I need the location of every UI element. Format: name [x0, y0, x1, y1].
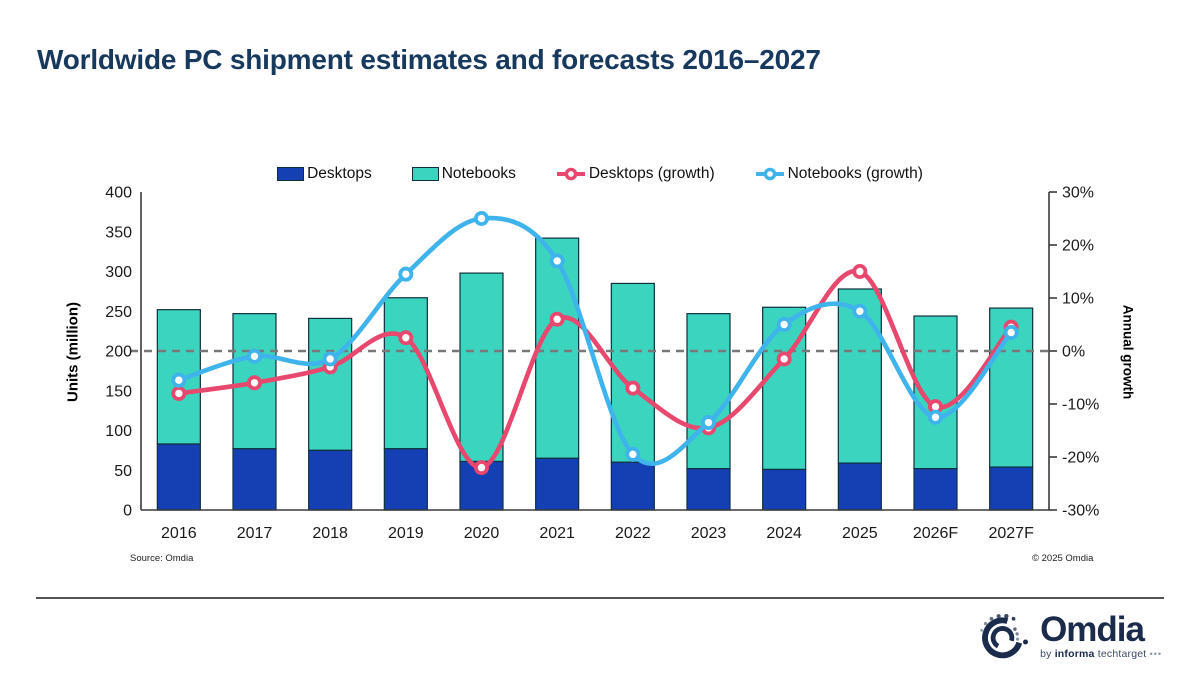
omdia-tagline: by informa techtarget •••: [1040, 648, 1162, 661]
bar-notebooks-2024: [762, 306, 807, 471]
legend-swatch-bar: [411, 167, 439, 181]
marker-desktops-growth-2019: [398, 330, 414, 346]
line-path-desktops-growth: [176, 268, 1014, 470]
right-axis-ticks: -30% -20% -10% 0% 10% 20% 30%: [1049, 185, 1099, 520]
bar-notebooks-2023: [686, 313, 731, 470]
x-tick-label-2023: 2023: [691, 525, 727, 542]
marker-notebooks-growth-2017: [246, 348, 262, 364]
footer-divider: [36, 597, 1164, 599]
legend-swatch-line: [755, 167, 784, 181]
omdia-logo: Omdia by informa techtarget •••: [974, 606, 1162, 666]
bar-notebooks-2018: [308, 317, 353, 451]
bar-notebooks-2019: [383, 297, 428, 450]
bar-desktops-2019: [383, 448, 428, 511]
right-tick-label: -20%: [1062, 450, 1099, 467]
legend-label-notebooks: Notebooks: [441, 165, 516, 182]
marker-desktops-growth-2016: [171, 385, 187, 401]
x-tick-label-2020: 2020: [464, 525, 500, 542]
bars: [156, 237, 1034, 511]
left-tick-label: 100: [105, 423, 132, 440]
marker-notebooks-growth-2020: [473, 210, 489, 226]
x-tick-label-2017: 2017: [237, 525, 273, 542]
omdia-logo-icon: [980, 614, 1029, 659]
legend-swatch-bar: [277, 167, 305, 181]
bar-notebooks-2021: [535, 237, 580, 459]
bar-desktops-2017: [232, 448, 277, 511]
marker-notebooks-growth-2027F: [1003, 324, 1019, 340]
x-tick-label-2022: 2022: [615, 525, 651, 542]
bar-notebooks-2020: [459, 272, 504, 463]
bar-desktops-2023: [686, 468, 731, 511]
x-tick-label-2016: 2016: [161, 525, 197, 542]
marker-notebooks-growth-2019: [398, 266, 414, 282]
right-tick-label: 0%: [1062, 344, 1085, 361]
x-tick-label-2021: 2021: [539, 525, 575, 542]
legend-item-notebooks-growth: Notebooks (growth): [755, 165, 923, 183]
legend-label-desktops: Desktops: [307, 165, 372, 182]
marker-desktops-growth-2024: [776, 351, 792, 367]
legend-swatch-line: [556, 167, 585, 181]
marker-notebooks-growth-2018: [322, 351, 338, 367]
left-tick-label: 350: [105, 224, 132, 241]
copyright-note: © 2025 Omdia: [1032, 553, 1094, 564]
left-tick-label: 300: [105, 264, 132, 281]
left-tick-label: 400: [105, 185, 132, 202]
x-tick-label-2019: 2019: [388, 525, 424, 542]
x-tick-label-2026F: 2026F: [913, 525, 959, 542]
bar-desktops-2018: [308, 449, 353, 511]
marker-notebooks-growth-2016: [171, 372, 187, 388]
legend-item-notebooks: Notebooks: [411, 165, 516, 183]
chart-title: Worldwide PC shipment estimates and fore…: [37, 44, 821, 75]
marker-notebooks-growth-2021: [549, 253, 565, 269]
bar-desktops-2025: [837, 462, 882, 511]
line-notebooks-growth: [171, 210, 1019, 467]
legend-label-notebooks-growth: Notebooks (growth): [787, 165, 923, 182]
right-tick-label: 30%: [1062, 185, 1094, 202]
right-tick-label: 10%: [1062, 291, 1094, 308]
right-tick-label: -10%: [1062, 397, 1099, 414]
bar-desktops-2021: [535, 457, 580, 511]
left-axis-title: Units (million): [64, 302, 82, 402]
bar-desktops-2022: [610, 461, 655, 511]
marker-desktops-growth-2025: [852, 263, 868, 279]
left-tick-label: 250: [105, 304, 132, 321]
bar-desktops-2027F: [989, 466, 1034, 511]
right-tick-label: -30%: [1062, 503, 1099, 520]
left-tick-label: 150: [105, 383, 132, 400]
marker-notebooks-growth-2026F: [928, 409, 944, 425]
marker-desktops-growth-2022: [625, 380, 641, 396]
bar-desktops-2026F: [913, 468, 958, 511]
right-axis-title: Annual growth: [1120, 304, 1136, 400]
bar-desktops-2024: [762, 468, 807, 511]
chart-legend: Desktops Notebooks Desktops (growth) Notebo…: [146, 165, 1054, 183]
x-tick-label-2025: 2025: [842, 525, 878, 542]
bar-desktops-2016: [156, 443, 201, 511]
x-axis-labels: 2016 2017 2018 2019 2020 2021 2022 2023 2024 2025…: [161, 525, 1034, 542]
x-tick-label-2027F: 2027F: [988, 525, 1034, 542]
marker-notebooks-growth-2023: [701, 415, 717, 431]
left-axis-ticks: 0 50 100 150 200 250 300 350 400: [105, 185, 132, 520]
left-tick-label: 50: [114, 463, 132, 480]
marker-desktops-growth-2020: [473, 460, 489, 476]
marker-notebooks-growth-2024: [776, 316, 792, 332]
left-tick-label: 0: [123, 503, 132, 520]
legend-item-desktops: Desktops: [277, 165, 372, 183]
legend-item-desktops-growth: Desktops (growth): [556, 165, 715, 183]
x-tick-label-2018: 2018: [312, 525, 348, 542]
marker-notebooks-growth-2025: [852, 303, 868, 319]
omdia-wordmark: Omdia: [1040, 610, 1145, 650]
marker-notebooks-growth-2022: [625, 446, 641, 462]
marker-desktops-growth-2021: [549, 311, 565, 327]
source-note: Source: Omdia: [130, 553, 194, 564]
left-tick-label: 200: [105, 344, 132, 361]
right-tick-label: 20%: [1062, 238, 1094, 255]
legend-label-desktops-growth: Desktops (growth): [588, 165, 715, 182]
x-tick-label-2024: 2024: [766, 525, 802, 542]
marker-desktops-growth-2017: [246, 375, 262, 391]
